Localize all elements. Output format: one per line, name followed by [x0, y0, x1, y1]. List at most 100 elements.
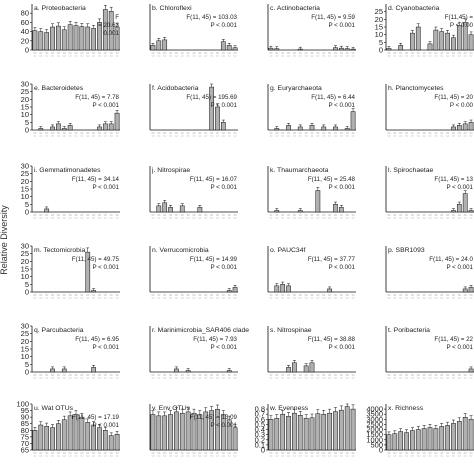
bar — [56, 25, 61, 51]
y-tick-label: 0 — [25, 288, 29, 297]
stat-extra: 0.001 — [104, 30, 120, 37]
panel-title: k. Thaumarchaeota — [270, 167, 329, 174]
bar — [67, 125, 73, 131]
bar — [150, 414, 156, 451]
bar — [215, 106, 220, 131]
panel: h. Planctomycetes F(11, 45) = 20P < 0.00 — [385, 84, 474, 137]
bar — [427, 43, 433, 51]
y-tick-label: 20 — [375, 15, 383, 24]
bar — [451, 423, 456, 451]
bar — [439, 426, 445, 451]
bar — [50, 427, 55, 451]
bar — [38, 31, 44, 51]
y-tick-label: 15 — [21, 185, 29, 194]
bar — [85, 26, 91, 51]
bar — [344, 48, 350, 51]
y-tick-label: 10 — [21, 192, 29, 201]
bar — [280, 413, 286, 451]
bar — [274, 418, 280, 451]
bar — [338, 409, 344, 451]
bar — [292, 412, 297, 451]
bar — [415, 429, 421, 451]
stat-p: P < 0.001 — [328, 22, 355, 29]
bar — [73, 25, 79, 51]
bar — [226, 370, 232, 373]
stat-p: P < 0.001 — [328, 264, 355, 271]
bar — [232, 427, 238, 451]
stat-f: F(11, 45) = 16.07 — [190, 176, 238, 183]
bar — [462, 417, 468, 451]
bar — [56, 123, 61, 131]
bar — [38, 424, 44, 451]
panel: 00.10.20.30.40.50.60.70.8 w. Evenness — [255, 403, 356, 457]
bar — [44, 32, 50, 51]
stat-f: F(11, 45) = 13 — [434, 176, 473, 183]
bar — [102, 123, 108, 131]
bar — [398, 431, 404, 451]
panel-title: e. Bacteroidetes — [34, 85, 84, 92]
bar — [108, 123, 114, 131]
y-tick-label: 30 — [21, 162, 29, 171]
y-tick-label: 25 — [21, 87, 29, 96]
bar — [162, 39, 168, 51]
stat-f: F(11, 45) = 38.88 — [308, 336, 356, 343]
stat-p: P < 0.001 — [210, 422, 237, 429]
y-tick-label: 85 — [21, 419, 29, 428]
y-tick-label: 10 — [21, 110, 29, 119]
panel-title: u. Wat OTUs — [34, 405, 74, 412]
panel-title: c. Actinobacteria — [270, 5, 320, 12]
y-tick-label: 15 — [21, 345, 29, 354]
bar — [309, 362, 315, 373]
bar — [61, 419, 67, 451]
panel-title: l. Spirochaetae — [388, 167, 434, 174]
bar — [410, 32, 415, 51]
bar — [220, 41, 226, 51]
bar — [303, 418, 309, 451]
stat-f: F(11, 45) = 9.59 — [311, 14, 355, 21]
stat-p: P < 0.001 — [210, 22, 237, 29]
panel: g. Euryarchaeota F(11, 45) = 6.44P < 0.00… — [267, 84, 356, 137]
stat-p: P < 0.001 — [92, 422, 119, 429]
y-tick-label: 30 — [21, 80, 29, 89]
bar — [56, 423, 61, 451]
y-tick-label: 0.3 — [255, 430, 265, 439]
y-tick-label: 3000 — [366, 415, 383, 424]
panel-title: a. Proteobacteria — [34, 5, 86, 12]
y-tick-label: 90 — [21, 413, 29, 422]
stat-f: F(11, 45) = 24.0 — [429, 256, 473, 263]
bar — [91, 290, 96, 293]
bar — [232, 47, 238, 51]
stat-p: P < 0.001 — [92, 102, 119, 109]
y-tick-label: 10 — [375, 30, 383, 39]
stat-f: F(11, 45) = 13.09 — [190, 414, 238, 421]
stat-p: P < 0.001 — [446, 184, 473, 191]
y-tick-label: 25 — [375, 7, 383, 16]
bar — [174, 368, 179, 373]
stat-p: P < 0.00 — [450, 22, 474, 29]
y-tick-label: 80 — [21, 426, 29, 435]
y-axis-title: Relative Diversity — [0, 205, 9, 275]
stat-p: P < 0.001 — [210, 102, 237, 109]
y-tick-label: 5 — [25, 280, 29, 289]
bar — [315, 190, 321, 213]
stat-f: F(11, 45) = 6.95 — [75, 336, 119, 343]
bar — [433, 29, 439, 51]
stat-f: F(11, 45) = 34.14 — [72, 176, 120, 183]
bar — [280, 284, 286, 293]
bar — [38, 128, 44, 131]
y-tick-label: 75 — [21, 432, 29, 441]
bar — [350, 48, 356, 51]
stat-p: P < 0.001 — [92, 344, 119, 351]
y-tick-label: 15 — [375, 23, 383, 32]
bar — [50, 368, 55, 373]
y-tick-label: 0.1 — [255, 440, 265, 449]
bar — [61, 29, 67, 51]
bar — [156, 415, 162, 451]
bar — [333, 411, 338, 451]
